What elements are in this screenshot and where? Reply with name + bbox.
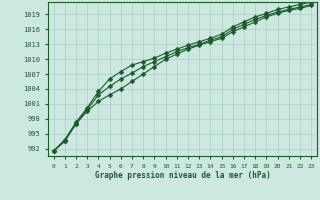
X-axis label: Graphe pression niveau de la mer (hPa): Graphe pression niveau de la mer (hPa) [94,171,270,180]
